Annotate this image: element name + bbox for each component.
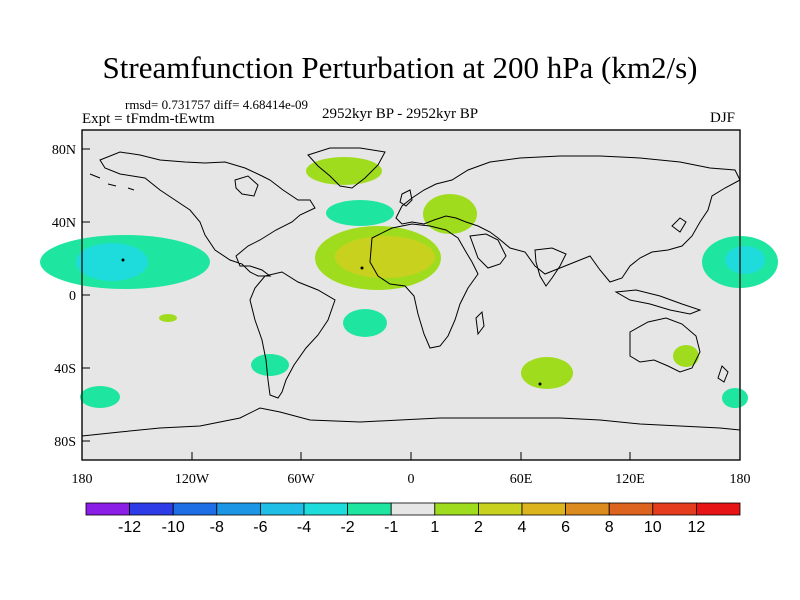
season-label: DJF [710,110,736,126]
contour-region-south-pacific-east [722,388,748,408]
colorbar-label: 10 [644,519,662,536]
colorbar-box [85,502,130,516]
experiment-label: Expt = tFmdm-tEwtm [82,111,215,127]
coastline-alaska-islands [89,173,135,191]
colorbar-box [477,502,523,516]
coastline-hudson-bay [234,175,259,197]
coastline-africa [369,223,479,349]
contour-region-small-pacific [159,314,177,322]
coastline-arabia [469,233,507,269]
lat-label-40s: 40S [54,362,76,377]
lon-label-120w: 120W [175,472,210,487]
colorbar-box [565,502,610,516]
colorbar-box [129,502,174,516]
stats-text: rmsd= 0.731757 diff= 4.68414e-09 [125,97,309,112]
coastline-india [534,247,567,287]
coastline-uk [399,189,413,207]
colorbar-box [696,502,741,516]
colorbar-box [347,502,392,516]
coastline-japan [671,217,687,233]
lat-label-0: 0 [69,289,76,304]
lon-label-0: 0 [408,472,415,487]
colorbar-label: 2 [474,519,483,536]
colorbar-box [652,502,697,516]
coastline-madagascar [475,310,485,336]
colorbar-box [390,502,436,516]
marker-indian [538,382,542,386]
colorbar-box [172,502,218,516]
lon-label-180w: 180 [72,472,93,487]
lat-label-80s: 80S [54,435,76,450]
latitude-axis: 80N 40N 0 40S 80S [52,143,90,450]
contour-region-north-atlantic [326,200,394,226]
lon-label-60e: 60E [510,472,533,487]
contour-region-south-pacific-west [80,386,120,408]
lat-label-80n: 80N [52,143,76,158]
coastline-australia [629,317,701,373]
marker-pacific [121,258,125,262]
colorbar-label: 8 [605,519,614,536]
colorbar-box [216,502,261,516]
coastline-new-zealand [717,365,729,383]
map-background [81,129,741,461]
coastline-eurasia [395,155,741,283]
coastlines [81,147,741,437]
colorbar-box [521,502,566,516]
colorbar-box [434,502,479,516]
colorbar-box [608,502,654,516]
colorbar-label: -8 [210,519,224,536]
colorbar-label: -10 [162,519,185,536]
coastline-greenland [307,147,386,189]
colorbar-box [303,502,348,516]
colorbar-box [259,502,305,516]
lon-label-180e: 180 [730,472,751,487]
map-title: Streamfunction Perturbation at 200 hPa (… [102,50,698,85]
colorbar-label: -1 [384,519,398,536]
contour-region-pacific-west-inner [76,243,148,281]
colorbar: -12 -10 -8 -6 -4 -2 -1 1 2 4 6 8 10 12 [85,502,741,536]
colorbar-label: -6 [253,519,267,536]
contour-region-europe [423,194,477,234]
contour-region-south-america [251,354,289,376]
coastline-north-america [99,151,316,277]
contour-region-tropical-atlantic [343,309,387,337]
colorbar-label: 12 [688,519,706,536]
contour-region-indian-ocean [521,357,573,389]
coastline-antarctica [81,407,741,437]
colorbar-label: 1 [430,519,439,536]
contour-region-greenland [306,157,382,185]
contour-region-australia [673,345,699,367]
colorbar-label: -4 [297,519,311,536]
lon-label-120e: 120E [615,472,645,487]
extrema-markers [121,258,542,386]
longitude-axis: 180 120W 60W 0 60E 120E 180 [72,452,751,487]
colorbar-label: 6 [561,519,570,536]
colorbar-label: -12 [118,519,141,536]
colorbar-label: -2 [340,519,354,536]
lat-label-40n: 40N [52,216,76,231]
contour-region-sahara-inner [335,236,435,278]
lon-label-60w: 60W [287,472,315,487]
coastline-indonesia [614,289,702,315]
contour-region-pacific-east-inner [725,246,765,274]
colorbar-label: 4 [518,519,527,536]
coastline-south-america [249,271,336,399]
marker-sahara [360,266,364,270]
period-label: 2952kyr BP - 2952kyr BP [322,106,479,122]
